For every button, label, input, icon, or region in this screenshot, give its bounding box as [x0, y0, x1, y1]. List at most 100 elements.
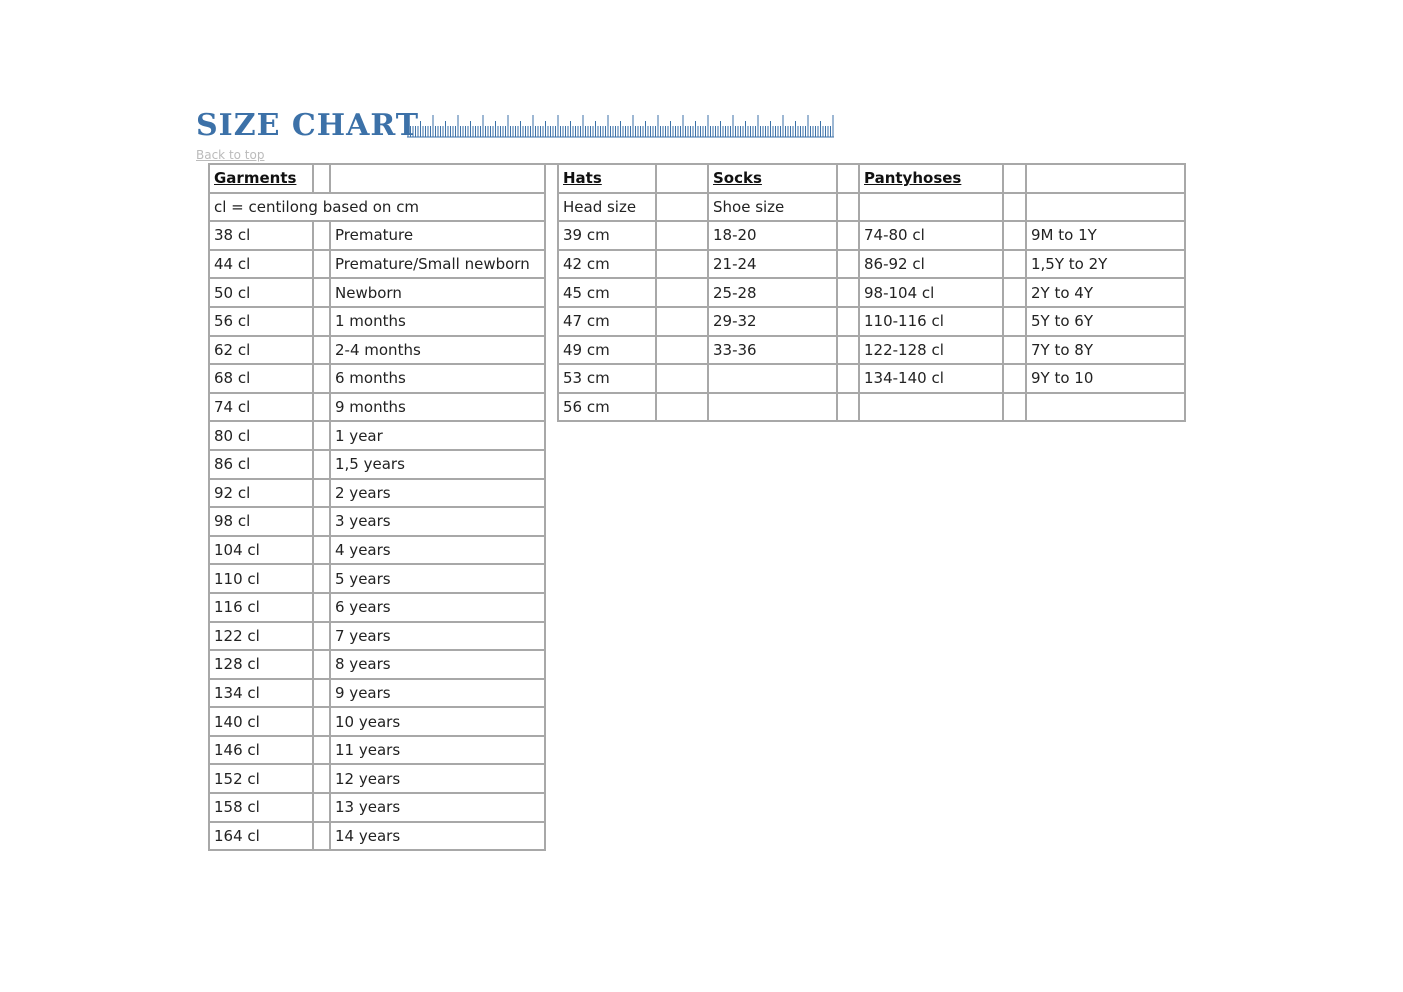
spacer-cell	[836, 391, 860, 423]
age-cell: 9 months	[329, 391, 546, 423]
table-row: 39 cm 18-20 74-80 cl 9M to 1Y	[557, 220, 1186, 251]
hat-size-cell: 45 cm	[557, 277, 657, 308]
spacer-cell	[655, 305, 709, 337]
age-cell: Premature	[329, 220, 546, 251]
age-cell: 6 years	[329, 591, 546, 623]
hat-size-cell: 53 cm	[557, 363, 657, 394]
pantyhose-size-cell: 134-140 cl	[858, 363, 1004, 394]
sock-size-cell: 33-36	[707, 334, 838, 366]
spacer-cell	[312, 420, 331, 451]
table-row: 110 cl 5 years	[208, 563, 546, 594]
size-cell: 38 cl	[208, 220, 314, 251]
size-cell: 152 cl	[208, 763, 314, 795]
table-row: Head size Shoe size	[557, 191, 1186, 223]
hat-size-cell: 47 cm	[557, 305, 657, 337]
spacer-cell	[836, 363, 860, 394]
size-cell: 50 cl	[208, 277, 314, 308]
back-to-top-link[interactable]: Back to top	[196, 148, 265, 162]
hat-size-cell: 56 cm	[557, 391, 657, 423]
spacer-cell	[1002, 277, 1027, 308]
spacer-cell	[836, 277, 860, 308]
ruler-decoration	[407, 115, 834, 138]
sock-size-cell	[707, 391, 838, 423]
hat-size-cell: 39 cm	[557, 220, 657, 251]
age-cell: 1 year	[329, 420, 546, 451]
socks-header: Socks	[713, 169, 762, 188]
age-cell: 3 years	[329, 506, 546, 537]
table-row: 47 cm 29-32 110-116 cl 5Y to 6Y	[557, 305, 1186, 337]
spacer-cell	[312, 334, 331, 366]
size-cell: 104 cl	[208, 534, 314, 566]
age-cell: 2 years	[329, 477, 546, 509]
accessories-table: Hats Socks Pantyhoses Head size Shoe siz…	[557, 163, 1186, 423]
spacer-cell	[1002, 391, 1027, 423]
pantyhose-age-cell: 9Y to 10	[1025, 363, 1186, 394]
spacer-cell	[312, 649, 331, 680]
table-row: 164 cl 14 years	[208, 820, 546, 852]
size-cell: 122 cl	[208, 620, 314, 652]
hat-size-cell: 49 cm	[557, 334, 657, 366]
age-cell: 10 years	[329, 706, 546, 737]
size-cell: 56 cl	[208, 305, 314, 337]
spacer-cell	[312, 391, 331, 423]
table-row: 50 cl Newborn	[208, 277, 546, 308]
table-row: 104 cl 4 years	[208, 534, 546, 566]
spacer-cell	[1002, 220, 1027, 251]
table-row: 49 cm 33-36 122-128 cl 7Y to 8Y	[557, 334, 1186, 366]
spacer-cell	[1002, 363, 1027, 394]
age-cell: 5 years	[329, 563, 546, 594]
age-cell: 11 years	[329, 734, 546, 766]
pantyhose-size-cell: 74-80 cl	[858, 220, 1004, 251]
age-cell: 12 years	[329, 763, 546, 795]
shoe-size-label: Shoe size	[707, 191, 838, 223]
spacer-cell	[312, 591, 331, 623]
age-cell: 14 years	[329, 820, 546, 852]
pantyhose-age-cell: 7Y to 8Y	[1025, 334, 1186, 366]
table-row: 98 cl 3 years	[208, 506, 546, 537]
spacer-cell	[312, 248, 331, 280]
spacer-cell	[312, 534, 331, 566]
spacer-cell	[1002, 334, 1027, 366]
size-cell: 134 cl	[208, 677, 314, 709]
pantyhose-age-cell: 5Y to 6Y	[1025, 305, 1186, 337]
spacer-cell	[655, 248, 709, 280]
table-row: 146 cl 11 years	[208, 734, 546, 766]
garments-note: cl = centilong based on cm	[208, 191, 546, 223]
spacer-cell	[655, 391, 709, 423]
age-cell: 1 months	[329, 305, 546, 337]
spacer-cell	[312, 820, 331, 852]
table-row: Garments	[208, 163, 546, 194]
size-cell: 74 cl	[208, 391, 314, 423]
size-cell: 158 cl	[208, 792, 314, 823]
table-row: 42 cm 21-24 86-92 cl 1,5Y to 2Y	[557, 248, 1186, 280]
age-cell: 6 months	[329, 363, 546, 394]
age-cell: 9 years	[329, 677, 546, 709]
table-row: 158 cl 13 years	[208, 792, 546, 823]
table-row: 134 cl 9 years	[208, 677, 546, 709]
pantyhoses-header: Pantyhoses	[864, 169, 962, 188]
table-row: 68 cl 6 months	[208, 363, 546, 394]
table-row: 53 cm 134-140 cl 9Y to 10	[557, 363, 1186, 394]
size-cell: 146 cl	[208, 734, 314, 766]
spacer-cell	[836, 220, 860, 251]
table-row: cl = centilong based on cm	[208, 191, 546, 223]
size-cell: 116 cl	[208, 591, 314, 623]
hats-header: Hats	[563, 169, 602, 188]
spacer-cell	[312, 677, 331, 709]
spacer-cell	[312, 363, 331, 394]
spacer-cell	[655, 363, 709, 394]
table-row: 92 cl 2 years	[208, 477, 546, 509]
spacer-cell	[312, 477, 331, 509]
pantyhose-age-cell: 1,5Y to 2Y	[1025, 248, 1186, 280]
spacer-cell	[312, 220, 331, 251]
age-cell: 13 years	[329, 792, 546, 823]
pantyhose-size-cell: 86-92 cl	[858, 248, 1004, 280]
table-row: 62 cl 2-4 months	[208, 334, 546, 366]
sock-size-cell: 29-32	[707, 305, 838, 337]
table-row: 140 cl 10 years	[208, 706, 546, 737]
table-row: 122 cl 7 years	[208, 620, 546, 652]
age-cell: 2-4 months	[329, 334, 546, 366]
pantyhose-age-cell: 9M to 1Y	[1025, 220, 1186, 251]
spacer-cell	[836, 248, 860, 280]
table-row: 152 cl 12 years	[208, 763, 546, 795]
